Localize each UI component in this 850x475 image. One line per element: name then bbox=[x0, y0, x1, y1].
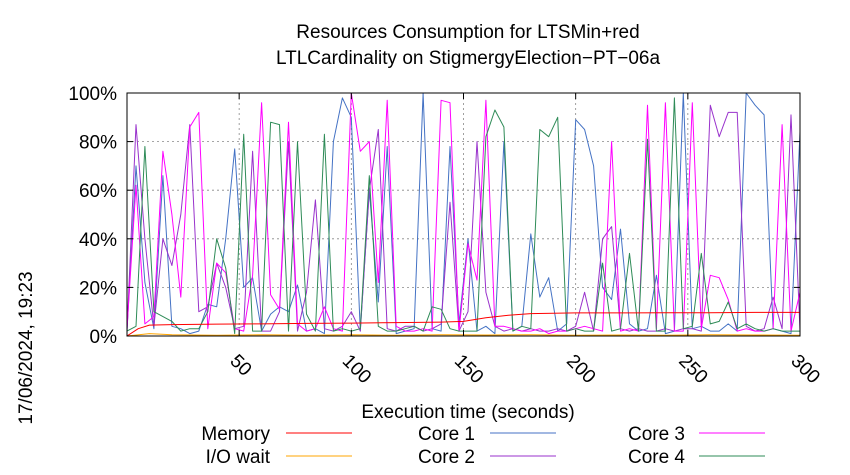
legend-label: Core 1 bbox=[418, 424, 475, 445]
x-tick-label: 200 bbox=[562, 351, 599, 388]
y-tick-label: 60% bbox=[79, 181, 117, 202]
y-tick-label: 0% bbox=[90, 327, 118, 348]
x-tick-label: 100 bbox=[338, 351, 375, 388]
x-tick-label: 50 bbox=[226, 351, 256, 381]
x-tick-label: 250 bbox=[674, 351, 711, 388]
legend-label: Core 2 bbox=[418, 447, 475, 468]
y-tick-label: 40% bbox=[79, 230, 117, 251]
chart-title-line-2: LTLCardinality on StigmergyElection−PT−0… bbox=[276, 48, 661, 69]
x-tick-label: 300 bbox=[786, 351, 823, 388]
series-lines bbox=[126, 92, 801, 337]
legend-label: Core 4 bbox=[628, 447, 685, 468]
series-line-core-3 bbox=[126, 92, 801, 335]
y-tick-label: 20% bbox=[79, 278, 117, 299]
y-tick-label: 100% bbox=[68, 84, 117, 105]
legend-label: Memory bbox=[201, 424, 270, 445]
legend-label: I/O wait bbox=[206, 447, 271, 468]
series-line-i-o-wait bbox=[126, 333, 801, 337]
x-axis-label: Execution time (seconds) bbox=[361, 402, 574, 423]
series-line-memory bbox=[126, 311, 800, 337]
legend-label: Core 3 bbox=[628, 424, 685, 445]
timestamp-label: 17/06/2024, 19:23 bbox=[16, 271, 37, 424]
grid-lines bbox=[127, 93, 800, 336]
x-tick-label: 150 bbox=[450, 351, 487, 388]
y-tick-label: 80% bbox=[79, 133, 117, 154]
chart-title-line-1: Resources Consumption for LTSMin+red bbox=[296, 22, 639, 43]
